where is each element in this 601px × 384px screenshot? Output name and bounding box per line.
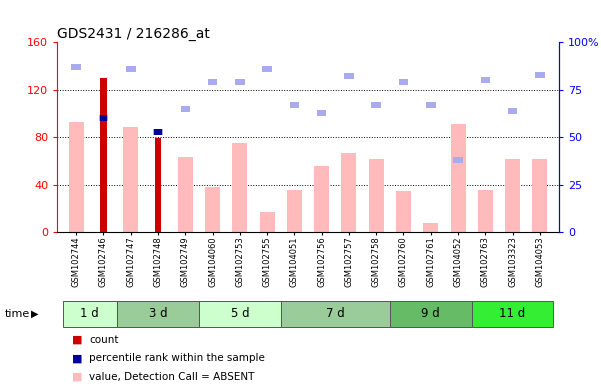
Text: 3 d: 3 d — [148, 308, 167, 320]
Bar — [126, 66, 135, 72]
Text: value, Detection Call = ABSENT: value, Detection Call = ABSENT — [89, 372, 254, 382]
Bar — [368, 159, 383, 232]
Bar — [99, 115, 108, 121]
Bar — [398, 79, 408, 85]
Bar — [344, 73, 354, 79]
Bar — [72, 64, 81, 70]
Text: 5 d: 5 d — [231, 308, 249, 320]
Text: ■: ■ — [72, 353, 82, 363]
Text: ■: ■ — [72, 335, 82, 345]
Bar — [123, 127, 138, 232]
Bar — [69, 122, 84, 232]
Bar — [154, 139, 162, 232]
Text: 1 d: 1 d — [81, 308, 99, 320]
Bar — [290, 102, 299, 108]
Bar — [287, 190, 302, 232]
Bar — [235, 79, 245, 85]
Bar — [317, 109, 326, 116]
Bar — [453, 157, 463, 163]
Bar — [505, 159, 520, 232]
Bar — [371, 102, 381, 108]
FancyBboxPatch shape — [117, 301, 199, 327]
Bar — [100, 78, 107, 232]
Bar — [178, 157, 193, 232]
Bar — [314, 166, 329, 232]
Bar — [100, 115, 108, 121]
Text: 11 d: 11 d — [499, 308, 526, 320]
FancyBboxPatch shape — [63, 301, 117, 327]
Text: 7 d: 7 d — [326, 308, 344, 320]
Bar — [481, 77, 490, 83]
Bar — [478, 190, 493, 232]
Bar — [426, 102, 436, 108]
Bar — [396, 191, 411, 232]
Bar — [341, 153, 356, 232]
FancyBboxPatch shape — [472, 301, 554, 327]
Bar — [260, 212, 275, 232]
Text: time: time — [5, 309, 30, 319]
Bar — [508, 108, 517, 114]
FancyBboxPatch shape — [281, 301, 390, 327]
Bar — [205, 187, 220, 232]
Bar — [535, 71, 545, 78]
Bar — [451, 124, 466, 232]
FancyBboxPatch shape — [199, 301, 281, 327]
Bar — [180, 106, 190, 112]
Bar — [423, 223, 438, 232]
Text: count: count — [89, 335, 118, 345]
Bar — [233, 143, 248, 232]
Bar — [153, 129, 163, 134]
Text: 9 d: 9 d — [421, 308, 440, 320]
Bar — [154, 129, 162, 134]
Bar — [208, 79, 218, 85]
Text: GDS2431 / 216286_at: GDS2431 / 216286_at — [57, 27, 210, 41]
Bar — [262, 66, 272, 72]
Bar — [532, 159, 548, 232]
Text: ▶: ▶ — [31, 309, 38, 319]
FancyBboxPatch shape — [390, 301, 472, 327]
Text: ■: ■ — [72, 372, 82, 382]
Text: percentile rank within the sample: percentile rank within the sample — [89, 353, 265, 363]
